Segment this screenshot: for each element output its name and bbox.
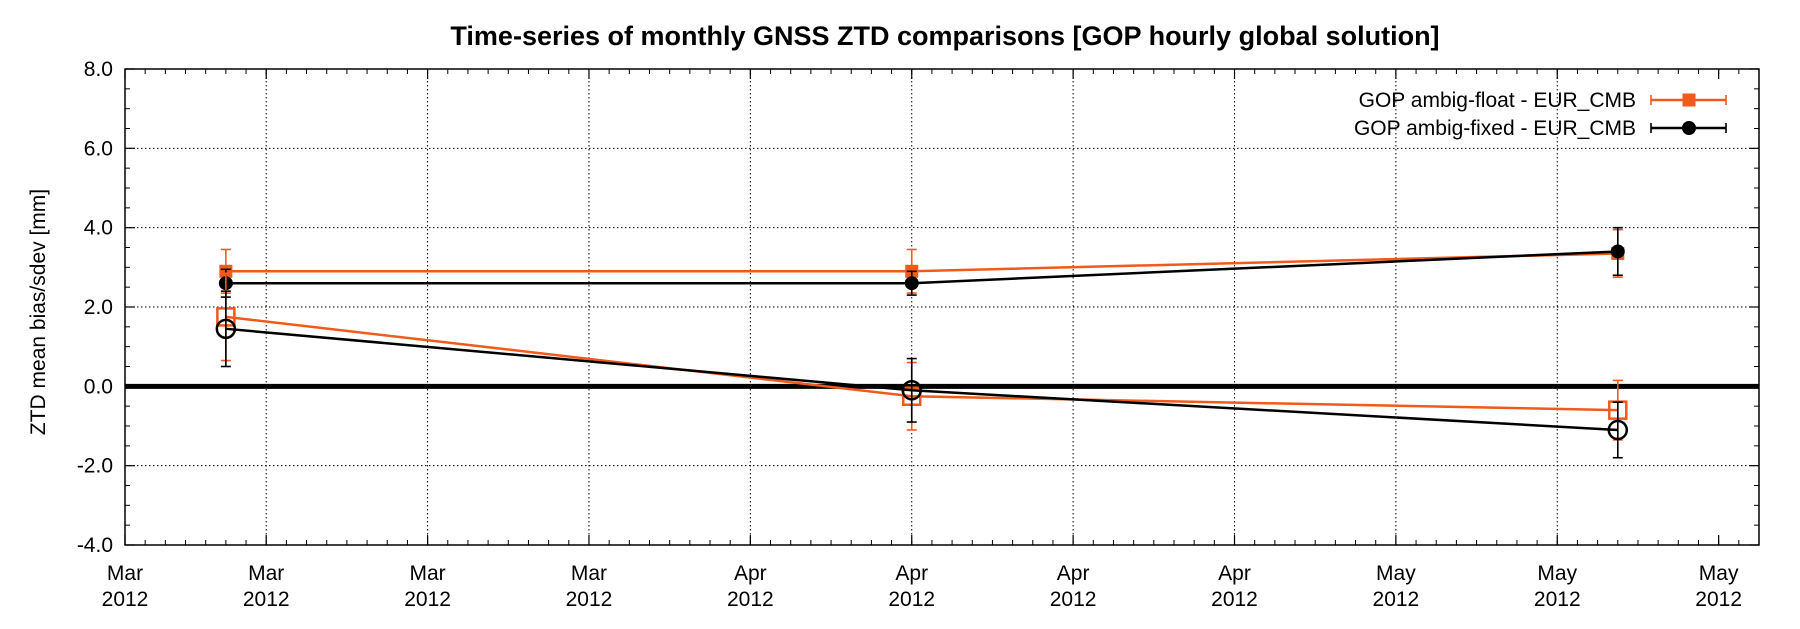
y-tick-label: 2.0 [84,296,113,319]
legend-marker [1682,93,1696,107]
series-fixed_bias [215,290,1629,459]
x-tick-label-year: 2012 [1050,588,1097,611]
x-tick-label-year: 2012 [727,588,774,611]
x-tick-label-year: 2012 [888,588,935,611]
series-fixed_sdev [218,226,1625,298]
x-tick-label-year: 2012 [102,588,149,611]
x-tick-label-year: 2012 [243,588,290,611]
x-tick-label-month: Apr [734,562,767,585]
data-point [1610,244,1625,259]
y-tick-label: 8.0 [84,58,113,81]
legend-label: GOP ambig-fixed - EUR_CMB [1354,117,1636,140]
series-float_bias [216,272,1628,441]
x-tick-label-month: Apr [895,562,928,585]
y-axis-label: ZTD mean bias/sdev [mm] [27,189,50,435]
series-layer [215,226,1629,459]
data-point [1607,419,1629,441]
series-line [225,327,1618,432]
x-tick-label-month: May [1699,562,1739,585]
series-line [225,315,1618,412]
x-tick-label-month: Mar [571,562,607,585]
x-tick-label-year: 2012 [1695,588,1742,611]
x-tick-label-year: 2012 [1534,588,1581,611]
data-point [215,318,237,340]
y-tick-label: 6.0 [84,137,113,160]
y-tick-label: -2.0 [77,455,113,478]
x-tick-label-month: Apr [1057,562,1090,585]
data-point [904,276,919,291]
legend-marker [1682,121,1696,135]
legend-label: GOP ambig-float - EUR_CMB [1359,89,1636,112]
x-tick-label-month: Mar [410,562,446,585]
legend: GOP ambig-float - EUR_CMB GOP ambig-fixed… [1354,89,1727,140]
y-tick-label: 0.0 [84,375,113,398]
grid [125,69,1759,545]
y-tick-label: -4.0 [77,534,113,557]
data-point [901,380,922,401]
x-tick-label-month: May [1537,562,1577,585]
series-line [225,252,1618,273]
x-tick-label-year: 2012 [566,588,613,611]
x-tick-label-month: Mar [248,562,284,585]
series-line [225,250,1618,285]
y-tick-label: 4.0 [84,217,113,240]
x-tick-label-year: 2012 [404,588,451,611]
x-tick-label-month: Apr [1218,562,1251,585]
x-tick-label-year: 2012 [1211,588,1258,611]
x-tick-label-month: May [1376,562,1416,585]
axis-ticks: -4.0 -2.0 0.0 2.0 4.0 6.0 8.0 Mar 2012 Mar 2012 Mar… [77,58,1759,611]
chart-title: Time-series of monthly GNSS ZTD comparis… [450,21,1439,51]
x-tick-label-month: Mar [107,562,143,585]
x-tick-label-year: 2012 [1373,588,1420,611]
